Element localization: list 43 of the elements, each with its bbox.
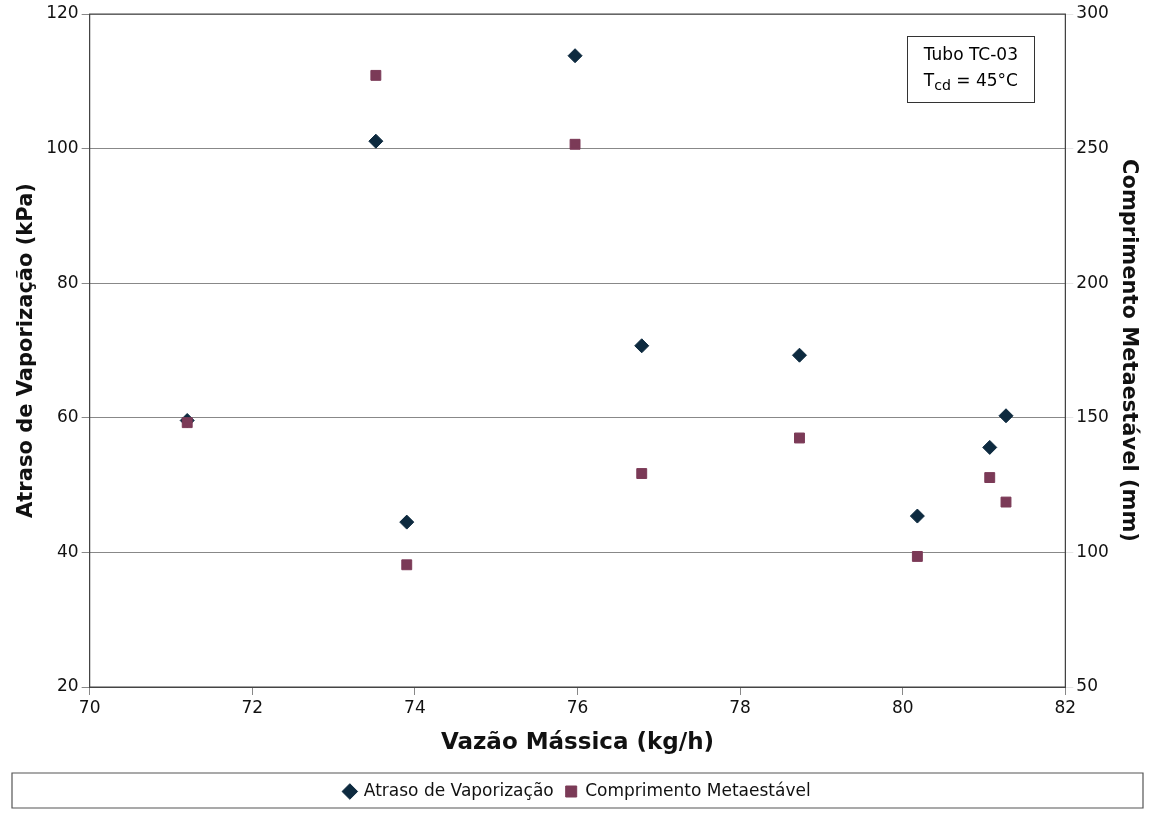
point (368, 133, 384, 149)
point (569, 138, 581, 150)
point (998, 408, 1014, 424)
annotation: T$_{cd}$ = 45°C (923, 69, 1018, 96)
x-tick-label: 78 (729, 696, 751, 717)
point (399, 514, 415, 530)
y2-axis-title: Comprimento Metaestável (mm) (1117, 159, 1142, 542)
x-axis-title: Vazão Mássica (kg/h) (440, 728, 715, 755)
annotation: Tubo TC-03 (923, 43, 1018, 66)
point (909, 508, 925, 524)
x-tick-label: 72 (241, 696, 264, 717)
point (791, 347, 807, 363)
point (370, 69, 382, 81)
y2-tick-label: 100 (1076, 540, 1109, 561)
point (401, 559, 413, 571)
y2-tick-label: 250 (1076, 137, 1109, 158)
point (636, 468, 648, 479)
point (567, 48, 583, 64)
x-tick-label: 80 (891, 696, 914, 717)
x-tick-label: 82 (1054, 696, 1077, 717)
legend-label: Comprimento Metaestável (585, 779, 811, 800)
point (911, 550, 923, 562)
y-tick-label: 100 (46, 137, 79, 158)
y-axis-title: Atraso de Vaporização (kPa) (13, 183, 38, 518)
y-tick-label: 80 (57, 271, 79, 292)
x-tick-label: 70 (78, 696, 101, 717)
point (982, 439, 998, 455)
point (1000, 496, 1012, 508)
y2-tick-label: 300 (1076, 2, 1109, 23)
point (794, 432, 805, 444)
y2-tick-label: 200 (1076, 271, 1109, 292)
x-tick-label: 76 (566, 696, 589, 717)
y-tick-label: 20 (57, 675, 79, 696)
y-tick-label: 60 (57, 406, 79, 427)
legend-label: Atraso de Vaporização (363, 779, 554, 800)
point (181, 417, 193, 429)
point (634, 338, 650, 354)
y-tick-label: 120 (46, 2, 79, 23)
y2-tick-label: 150 (1076, 406, 1109, 427)
y-tick-label: 40 (57, 540, 79, 561)
x-tick-label: 74 (404, 696, 426, 717)
point (984, 472, 996, 484)
y2-tick-label: 50 (1076, 675, 1098, 696)
